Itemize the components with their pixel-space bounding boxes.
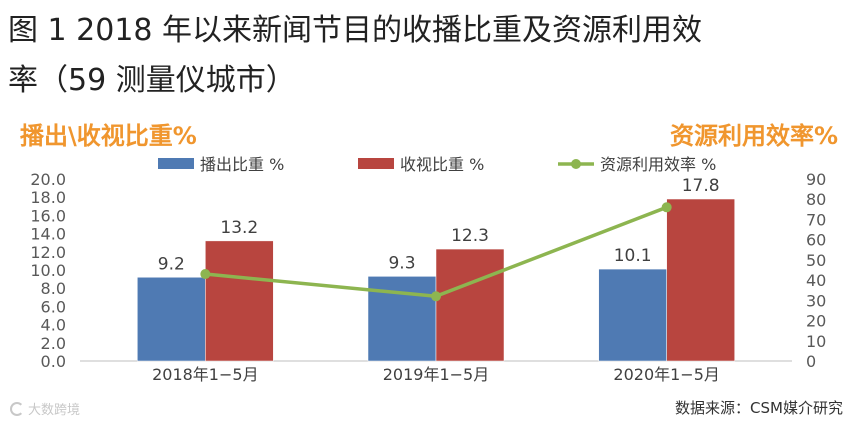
right-tick-label: 90 <box>806 170 826 189</box>
x-tick-label: 2018年1−5月 <box>152 365 259 384</box>
left-tick-label: 14.0 <box>30 225 66 244</box>
bar-value-label: 9.2 <box>158 254 185 274</box>
legend-swatch-efficiency-marker <box>571 159 581 169</box>
bar-value-label: 12.3 <box>451 226 489 246</box>
bar-viewing-share <box>666 198 735 362</box>
watermark: 大数跨境 <box>10 399 80 418</box>
legend-swatch-viewing <box>358 158 394 169</box>
right-tick-label: 0 <box>806 352 816 371</box>
bar-viewing-share <box>205 240 274 362</box>
bar-value-label: 17.8 <box>682 176 720 196</box>
legend-label: 收视比重 % <box>400 155 484 174</box>
right-tick-label: 70 <box>806 210 826 229</box>
right-tick-label: 30 <box>806 291 826 310</box>
left-tick-label: 16.0 <box>30 206 66 225</box>
right-tick-label: 10 <box>806 332 826 351</box>
watermark-logo-icon <box>10 401 24 416</box>
bar-broadcast-share <box>598 268 667 362</box>
legend-label: 资源利用效率 % <box>600 155 716 174</box>
left-tick-label: 4.0 <box>41 316 66 335</box>
resource-efficiency-point <box>431 291 441 302</box>
bar-value-label: 9.3 <box>388 253 415 273</box>
legend-swatch-broadcast <box>158 158 194 169</box>
left-tick-label: 20.0 <box>30 170 66 189</box>
x-tick-label: 2020年1−5月 <box>613 365 720 384</box>
right-tick-label: 80 <box>806 190 826 209</box>
data-source-note: 数据来源：CSM媒介研究 <box>675 399 843 417</box>
left-tick-label: 12.0 <box>30 243 66 262</box>
bar-broadcast-share <box>137 277 206 362</box>
right-tick-label: 40 <box>806 271 826 290</box>
resource-efficiency-point <box>200 269 211 280</box>
left-tick-label: 2.0 <box>41 334 66 353</box>
bar-viewing-share <box>435 248 505 362</box>
resource-efficiency-point <box>661 202 672 213</box>
watermark-text: 大数跨境 <box>28 403 81 418</box>
chart-title: 图 1 2018 年以来新闻节目的收播比重及资源利用效 率（59 测量仪城市） <box>8 6 858 106</box>
chart-title-line-2: 率（59 测量仪城市） <box>8 63 296 98</box>
left-tick-label: 10.0 <box>30 261 66 280</box>
left-tick-label: 18.0 <box>30 188 66 207</box>
bar-value-label: 10.1 <box>614 246 652 266</box>
left-tick-label: 6.0 <box>41 297 66 316</box>
right-tick-label: 50 <box>806 251 826 270</box>
legend-label: 播出比重 % <box>200 155 284 174</box>
chart-title-line-1: 图 1 2018 年以来新闻节目的收播比重及资源利用效 <box>8 13 703 48</box>
right-tick-label: 60 <box>806 231 826 250</box>
x-tick-label: 2019年1−5月 <box>383 365 490 384</box>
left-axis-title: 播出\收视比重% <box>20 122 197 150</box>
bar-value-label: 13.2 <box>220 218 258 238</box>
left-tick-label: 8.0 <box>41 279 66 298</box>
right-tick-label: 20 <box>806 312 826 331</box>
left-tick-label: 0.0 <box>41 352 66 371</box>
right-axis-title: 资源利用效率% <box>670 122 838 150</box>
